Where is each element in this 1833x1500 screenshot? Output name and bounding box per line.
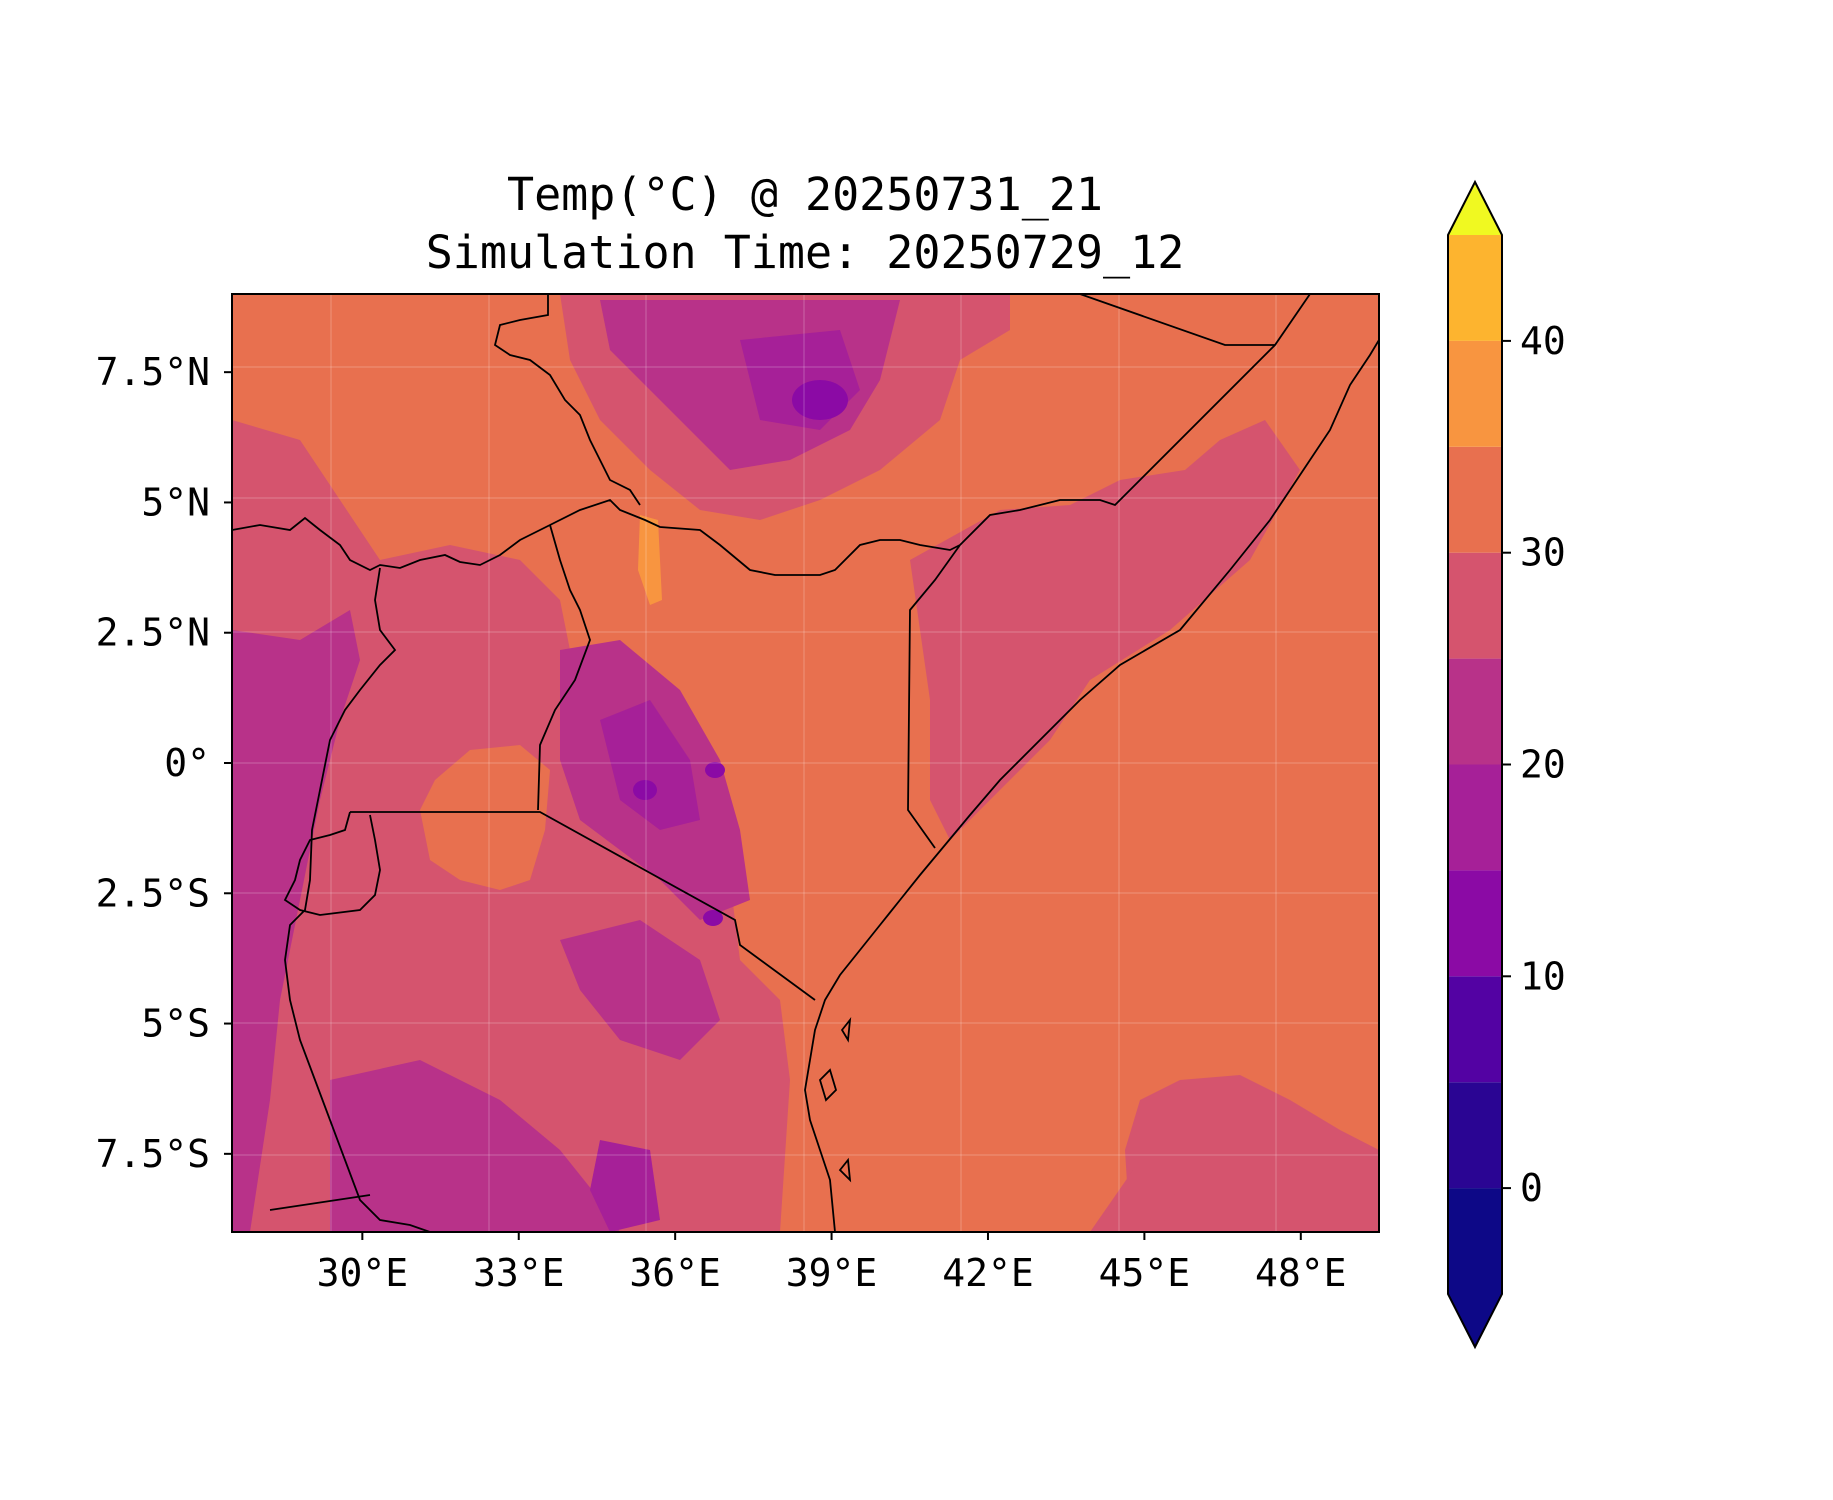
colorbar-extend-under	[1448, 1294, 1502, 1347]
colorbar-segment	[1448, 340, 1502, 447]
border-tanzania-zambia	[269, 1194, 371, 1211]
chart-title-line1: Temp(°C) @ 20250731_21	[506, 168, 1104, 221]
cold-spot-kilimanjaro	[703, 910, 723, 926]
colorbar-segment	[1448, 1188, 1502, 1294]
tanzania-southern-highlands	[330, 1060, 620, 1232]
x-tick-label: 36°E	[629, 1251, 721, 1295]
colorbar	[1447, 179, 1503, 1350]
kilimanjaro-region	[560, 920, 720, 1060]
border-kenya-somalia	[907, 544, 961, 849]
border-north	[1079, 294, 1275, 346]
x-tick-label: 33°E	[473, 1251, 565, 1295]
country-borders	[232, 294, 1379, 1232]
y-tick-label: 5°S	[141, 1002, 210, 1046]
colorbar-tick-label: 0	[1520, 1166, 1543, 1210]
colorbar-segment	[1448, 235, 1502, 341]
colorbar-segment	[1448, 976, 1502, 1083]
coast-patch	[1090, 1160, 1180, 1232]
colorbar-outline	[1447, 179, 1503, 1350]
lake-victoria-region	[420, 745, 550, 890]
border-south-sudan-ethiopia	[493, 294, 641, 506]
cold-spot-ethiopia	[792, 380, 848, 420]
border-kenya-tanzania	[350, 811, 816, 1001]
border-drc-east	[284, 567, 431, 1232]
lake-turkana-warm	[638, 515, 662, 605]
cold-spot-kenya-1	[633, 780, 657, 800]
colorbar-segment	[1448, 552, 1502, 659]
y-tick-label: 0°	[164, 741, 210, 785]
gridlines	[232, 294, 1379, 1232]
mt-kenya-area	[600, 700, 700, 830]
x-tick-label: 48°E	[1255, 1251, 1347, 1295]
coastline-east	[804, 339, 1379, 1232]
x-tick-label: 39°E	[786, 1251, 878, 1295]
y-tick-label: 7.5°S	[96, 1132, 210, 1176]
border-rwanda-burundi	[283, 811, 381, 916]
colorbar-segment	[1448, 446, 1502, 553]
ocean-south-patch	[1125, 1075, 1379, 1232]
band-5-10-spots	[633, 380, 848, 926]
chart-title-line2: Simulation Time: 20250729_12	[425, 226, 1185, 279]
y-tick-label: 2.5°S	[96, 871, 210, 915]
x-axis-ticks: 30°E 33°E 36°E 39°E 42°E 45°E 48°E	[317, 1232, 1347, 1295]
x-tick-label: 42°E	[942, 1251, 1034, 1295]
x-tick-label: 30°E	[317, 1251, 409, 1295]
colorbar-tick-label: 10	[1520, 954, 1566, 998]
border-uganda-kenya	[537, 524, 591, 811]
coastal-islands	[818, 1017, 852, 1183]
border-ethiopia-somalia	[959, 294, 1311, 546]
cold-spot-kenya-2	[705, 762, 725, 778]
colorbar-segment	[1448, 870, 1502, 977]
band-10-15-regions	[590, 330, 860, 1232]
colorbar-segment	[1448, 1082, 1502, 1189]
somalia-region	[910, 420, 1300, 840]
albertine-rift	[232, 610, 360, 1232]
y-tick-label: 5°N	[141, 480, 210, 524]
colorbar-segment	[1448, 764, 1502, 871]
colorbar-extend-over	[1448, 182, 1502, 235]
colorbar-tick-label: 40	[1520, 319, 1566, 363]
colorbar-ticks: 0 10 20 30 40	[1502, 319, 1566, 1210]
y-tick-label: 7.5°N	[96, 350, 210, 394]
colorbar-segment	[1448, 658, 1502, 765]
colorbar-tick-label: 30	[1520, 531, 1566, 575]
colorbar-tick-label: 20	[1520, 743, 1566, 787]
border-ethiopia-south	[232, 498, 961, 576]
y-axis-ticks: 7.5°N 5°N 2.5°N 0° 2.5°S 5°S 7.5°S	[96, 350, 232, 1176]
y-tick-label: 2.5°N	[96, 611, 210, 655]
x-tick-label: 45°E	[1099, 1251, 1191, 1295]
southern-high-core	[590, 1140, 660, 1232]
temperature-map	[232, 294, 1379, 1232]
